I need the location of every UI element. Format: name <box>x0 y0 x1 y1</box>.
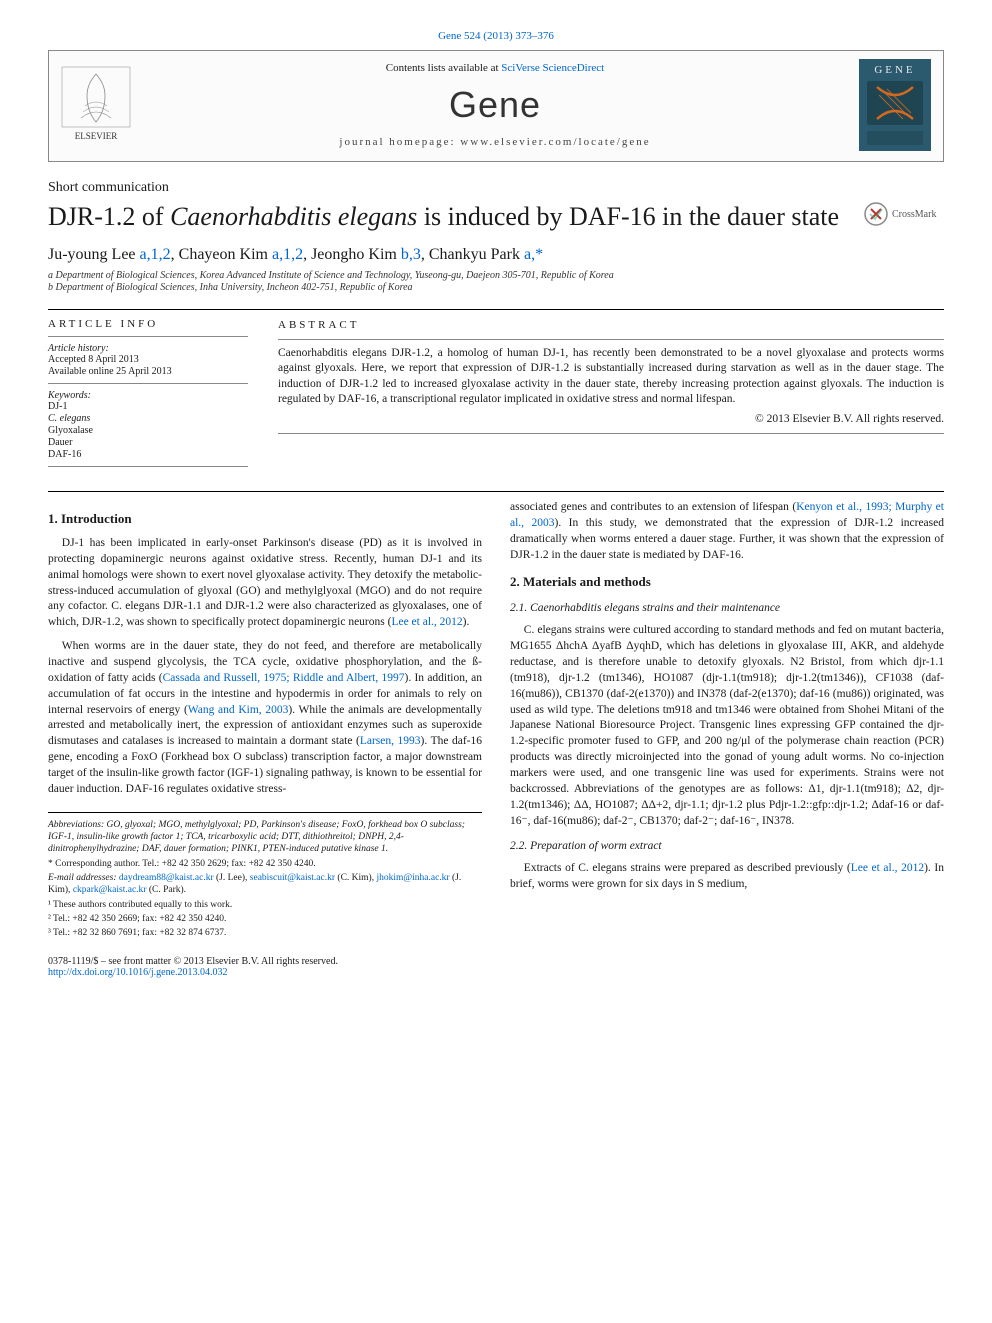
left-column: 1. Introduction DJ-1 has been implicated… <box>48 500 482 942</box>
copyright-line: 0378-1119/$ – see front matter © 2013 El… <box>48 956 338 967</box>
keyword: C. elegans <box>48 413 248 424</box>
email-link[interactable]: daydream88@kaist.ac.kr <box>119 873 214 883</box>
affiliation: a Department of Biological Sciences, Kor… <box>48 270 944 281</box>
email-addresses: E-mail addresses: daydream88@kaist.ac.kr… <box>48 872 482 897</box>
contents-prefix: Contents lists available at <box>386 62 501 74</box>
keyword: DJ-1 <box>48 401 248 412</box>
crossmark-label: CrossMark <box>892 209 936 220</box>
svg-text:ELSEVIER: ELSEVIER <box>75 131 118 141</box>
email-link[interactable]: jhokim@inha.ac.kr <box>376 873 449 883</box>
abstract-header: ABSTRACT <box>278 318 944 333</box>
contents-line: Contents lists available at SciVerse Sci… <box>145 62 845 74</box>
abbreviations: Abbreviations: GO, glyoxal; MGO, methylg… <box>48 819 482 856</box>
paragraph: Extracts of C. elegans strains were prep… <box>510 861 944 893</box>
article-title: DJR-1.2 of Caenorhabditis elegans is ind… <box>48 202 848 232</box>
citation-link: Gene 524 (2013) 373–376 <box>48 30 944 42</box>
corresponding-author: * Corresponding author. Tel.: +82 42 350… <box>48 858 482 870</box>
doi-link[interactable]: http://dx.doi.org/10.1016/j.gene.2013.04… <box>48 967 228 978</box>
section-heading: 1. Introduction <box>48 510 482 528</box>
footnotes: Abbreviations: GO, glyoxal; MGO, methylg… <box>48 812 482 940</box>
paragraph: associated genes and contributes to an e… <box>510 500 944 563</box>
footer-left: 0378-1119/$ – see front matter © 2013 El… <box>48 956 338 978</box>
divider <box>48 309 944 310</box>
subsection-heading: 2.2. Preparation of worm extract <box>510 839 944 855</box>
footnote: ² Tel.: +82 42 350 2669; fax: +82 42 350… <box>48 913 482 925</box>
sciencedirect-link[interactable]: SciVerse ScienceDirect <box>501 62 604 74</box>
citation-link[interactable]: Cassada and Russell, 1975; Riddle and Al… <box>163 672 405 684</box>
svg-text:GENE: GENE <box>874 64 915 76</box>
article-type: Short communication <box>48 180 944 196</box>
abstract-copyright: © 2013 Elsevier B.V. All rights reserved… <box>278 412 944 428</box>
paragraph: When worms are in the dauer state, they … <box>48 639 482 798</box>
history-item: Accepted 8 April 2013 <box>48 354 248 365</box>
crossmark-badge[interactable]: CrossMark <box>864 202 944 226</box>
keyword: DAF-16 <box>48 449 248 460</box>
keyword: Dauer <box>48 437 248 448</box>
authors: Ju-young Lee a,1,2, Chayeon Kim a,1,2, J… <box>48 246 944 264</box>
email-link[interactable]: seabiscuit@kaist.ac.kr <box>250 873 335 883</box>
abstract-text: Caenorhabditis elegans DJR-1.2, a homolo… <box>278 346 944 408</box>
keywords-label: Keywords: <box>48 390 248 401</box>
history-label: Article history: <box>48 343 248 354</box>
keyword: Glyoxalase <box>48 425 248 436</box>
citation-link[interactable]: Larsen, 1993 <box>360 735 421 747</box>
journal-name: Gene <box>145 84 845 126</box>
article-info-header: ARTICLE INFO <box>48 318 248 330</box>
divider <box>278 433 944 434</box>
paragraph: C. elegans strains were cultured accordi… <box>510 623 944 829</box>
divider <box>278 339 944 340</box>
divider <box>48 491 944 492</box>
history-item: Available online 25 April 2013 <box>48 366 248 377</box>
abstract: ABSTRACT Caenorhabditis elegans DJR-1.2,… <box>278 318 944 473</box>
divider <box>48 466 248 467</box>
citation-link[interactable]: Lee et al., 2012 <box>391 616 462 628</box>
article-info: ARTICLE INFO Article history: Accepted 8… <box>48 318 248 473</box>
divider <box>48 336 248 337</box>
right-column: associated genes and contributes to an e… <box>510 500 944 942</box>
page-footer: 0378-1119/$ – see front matter © 2013 El… <box>48 956 944 978</box>
subsection-heading: 2.1. Caenorhabditis elegans strains and … <box>510 601 944 617</box>
footnote: ³ Tel.: +82 32 860 7691; fax: +82 32 874… <box>48 927 482 939</box>
email-link[interactable]: ckpark@kaist.ac.kr <box>73 885 147 895</box>
divider <box>48 383 248 384</box>
journal-cover: GENE <box>859 59 931 151</box>
paragraph: DJ-1 has been implicated in early-onset … <box>48 536 482 631</box>
elsevier-logo: ELSEVIER <box>61 66 131 144</box>
citation-link[interactable]: Wang and Kim, 2003 <box>188 704 289 716</box>
citation-link[interactable]: Lee et al., 2012 <box>851 862 924 874</box>
affiliation: b Department of Biological Sciences, Inh… <box>48 282 944 293</box>
citation-link-text[interactable]: Gene 524 (2013) 373–376 <box>438 30 554 42</box>
footnote: ¹ These authors contributed equally to t… <box>48 899 482 911</box>
affiliations: a Department of Biological Sciences, Kor… <box>48 270 944 293</box>
journal-homepage: journal homepage: www.elsevier.com/locat… <box>145 136 845 148</box>
body: 1. Introduction DJ-1 has been implicated… <box>48 500 944 942</box>
section-heading: 2. Materials and methods <box>510 573 944 591</box>
masthead: ELSEVIER Contents lists available at Sci… <box>48 50 944 162</box>
masthead-center: Contents lists available at SciVerse Sci… <box>145 62 845 148</box>
